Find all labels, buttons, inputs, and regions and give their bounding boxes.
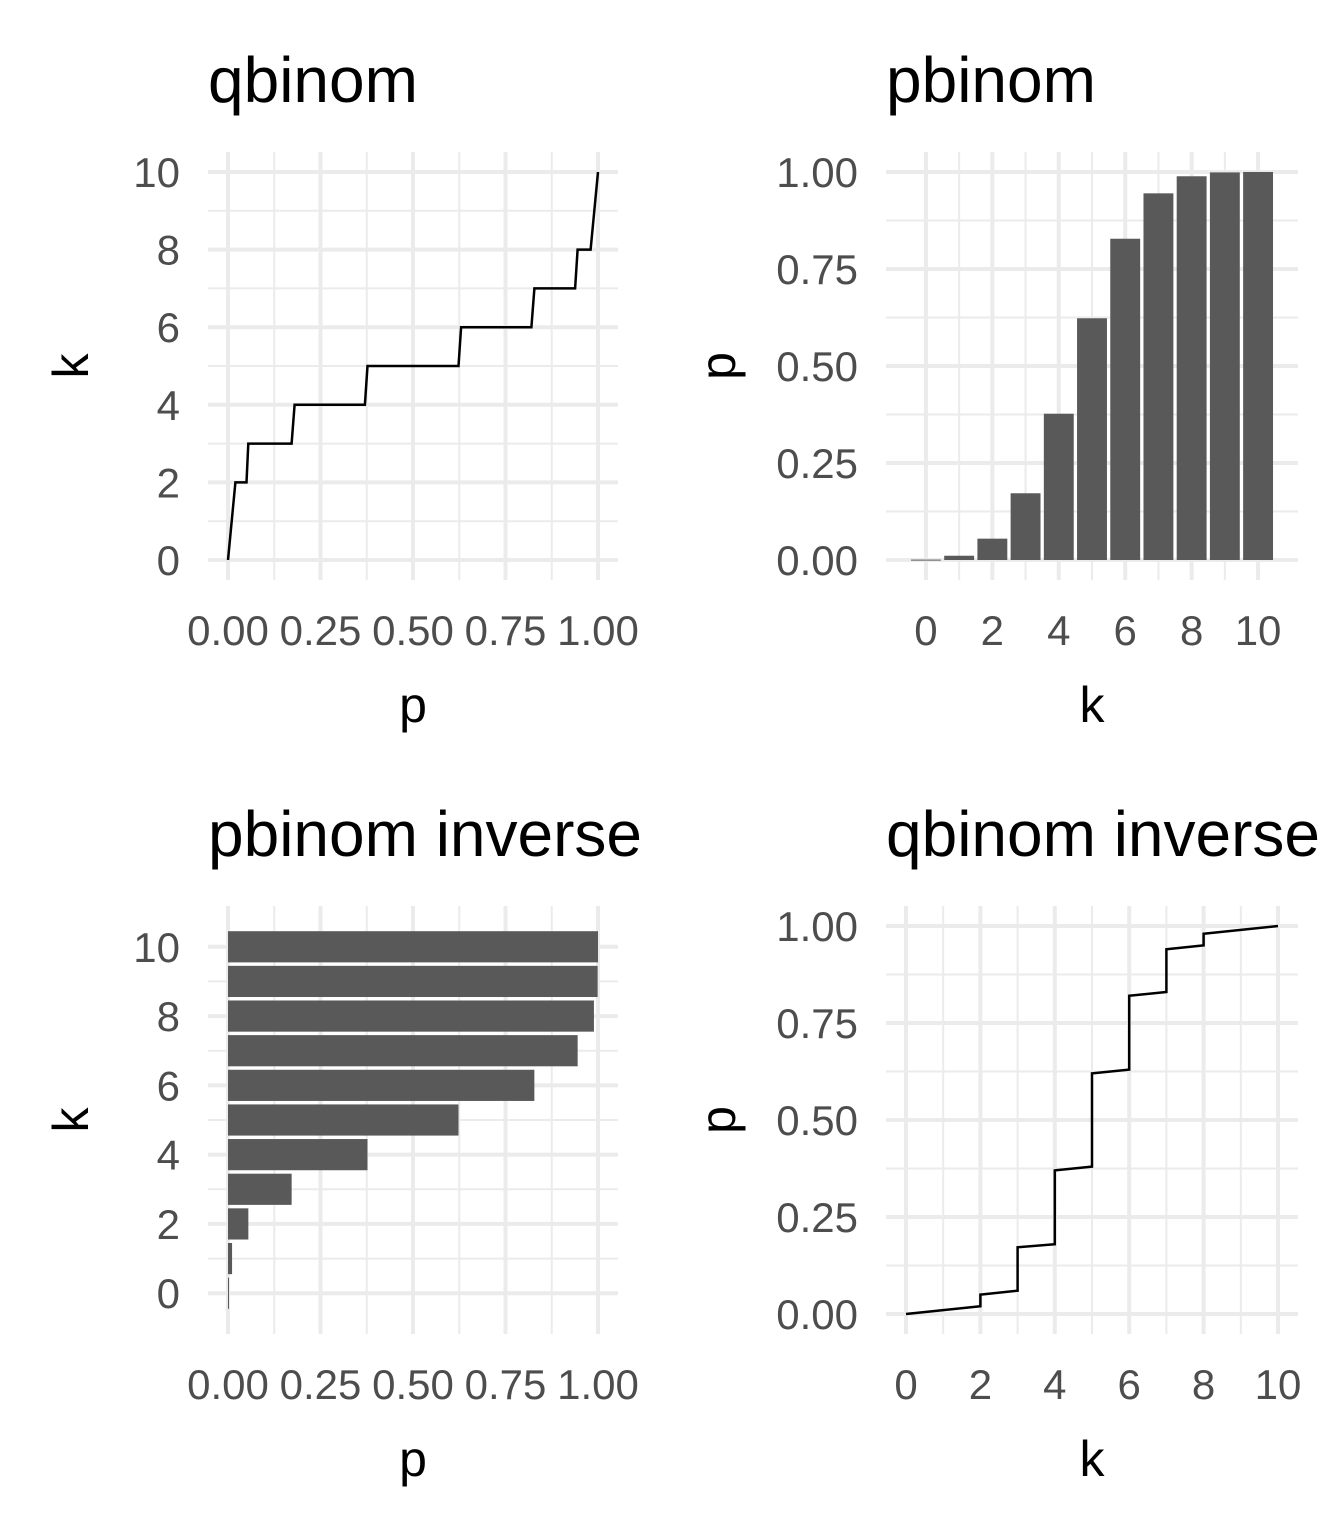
x-tick-label: 1.00 [557, 607, 639, 654]
bar-k-1 [944, 555, 975, 560]
x-tick-label: 2 [969, 1361, 992, 1408]
y-tick-label: 2 [157, 459, 180, 506]
y-axis-label: p [690, 352, 746, 380]
x-tick-label: 4 [1043, 1361, 1066, 1408]
x-axis-label: k [1080, 677, 1106, 733]
y-tick-label: 10 [133, 924, 180, 971]
chart-panel-2: 0 2 4 6 8 10 0.00 0.25 0.50 0.75 1.00 pbinom k p [690, 44, 1298, 733]
y-tick-label: 0.50 [776, 1097, 858, 1144]
x-tick-label: 2 [981, 607, 1004, 654]
y-tick-label: 4 [157, 382, 180, 429]
y-tick-label: 8 [157, 227, 180, 274]
bar-k-4 [1043, 413, 1074, 560]
bar-k-0 [228, 1277, 229, 1309]
bar-k-5 [228, 1104, 459, 1136]
x-tick-label: 8 [1192, 1361, 1215, 1408]
x-tick-label: 0.25 [280, 1361, 362, 1408]
series-line [226, 171, 600, 561]
chart-title: qbinom [208, 44, 418, 116]
y-tick-label: 6 [157, 304, 180, 351]
bar-k-7 [1143, 193, 1174, 560]
bar-k-7 [228, 1035, 578, 1067]
gridlines [886, 906, 1298, 1334]
bar-k-3 [228, 1173, 292, 1205]
bar-k-10 [1243, 172, 1274, 560]
x-tick-label: 0.00 [187, 607, 269, 654]
y-tick-label: 2 [157, 1201, 180, 1248]
y-tick-label: 1.00 [776, 903, 858, 950]
chart-title: pbinom inverse [208, 798, 642, 870]
bar-k-6 [228, 1069, 535, 1101]
x-tick-label: 1.00 [557, 1361, 639, 1408]
bar-k-0 [910, 559, 941, 561]
bar-k-2 [228, 1208, 249, 1240]
bar-k-5 [1077, 318, 1107, 560]
y-tick-label: 10 [133, 149, 180, 196]
x-tick-label: 0.25 [280, 607, 362, 654]
x-axis-label: k [1080, 1431, 1106, 1487]
x-axis-label: p [399, 677, 427, 733]
y-tick-label: 0.50 [776, 343, 858, 390]
y-tick-label: 0 [157, 537, 180, 584]
bar-k-2 [977, 538, 1008, 560]
chart-title: qbinom inverse [886, 798, 1320, 870]
chart-panel-3: 0.00 0.25 0.50 0.75 1.00 0 2 4 6 8 10 pbinom invers… [43, 798, 642, 1487]
x-axis-label: p [399, 1431, 427, 1487]
bar-k-4 [228, 1139, 368, 1171]
y-axis-label: p [690, 1106, 746, 1134]
x-tick-label: 6 [1118, 1361, 1141, 1408]
bar-k-1 [228, 1242, 233, 1275]
y-tick-label: 0.75 [776, 246, 858, 293]
bar-k-6 [1110, 238, 1141, 560]
y-tick-label: 0 [157, 1270, 180, 1317]
y-tick-label: 0.00 [776, 1291, 858, 1338]
bar-k-8 [228, 1000, 594, 1032]
bar-k-8 [1176, 176, 1207, 560]
y-tick-label: 0.00 [776, 537, 858, 584]
bar-k-9 [1209, 172, 1240, 560]
x-tick-label: 0.75 [465, 1361, 547, 1408]
x-tick-label: 4 [1047, 607, 1070, 654]
x-tick-label: 8 [1180, 607, 1203, 654]
x-tick-label: 0 [914, 607, 937, 654]
series-line [905, 924, 1279, 1316]
bar-k-10 [228, 931, 598, 963]
x-tick-label: 10 [1255, 1361, 1302, 1408]
x-tick-label: 0.50 [372, 607, 454, 654]
bar-k-9 [228, 965, 598, 998]
y-tick-label: 0.25 [776, 1194, 858, 1241]
x-tick-label: 10 [1235, 607, 1282, 654]
y-tick-label: 4 [157, 1132, 180, 1179]
chart-title: pbinom [886, 44, 1096, 116]
chart-panel-4: 0 2 4 6 8 10 0.00 0.25 0.50 0.75 1.00 qbinom invers… [690, 798, 1320, 1487]
x-tick-label: 0.00 [187, 1361, 269, 1408]
bar-k-3 [1010, 493, 1041, 560]
y-tick-label: 1.00 [776, 149, 858, 196]
y-tick-label: 0.25 [776, 440, 858, 487]
y-axis-label: k [43, 353, 99, 379]
x-tick-label: 0.50 [372, 1361, 454, 1408]
x-tick-label: 6 [1114, 607, 1137, 654]
y-axis-label: k [43, 1107, 99, 1133]
x-tick-label: 0 [894, 1361, 917, 1408]
chart-panel-1: 0.00 0.25 0.50 0.75 1.00 0 2 4 6 8 10 qbinom p k [43, 44, 639, 733]
y-tick-label: 8 [157, 993, 180, 1040]
y-tick-label: 0.75 [776, 1000, 858, 1047]
x-tick-label: 0.75 [465, 607, 547, 654]
y-tick-label: 6 [157, 1062, 180, 1109]
